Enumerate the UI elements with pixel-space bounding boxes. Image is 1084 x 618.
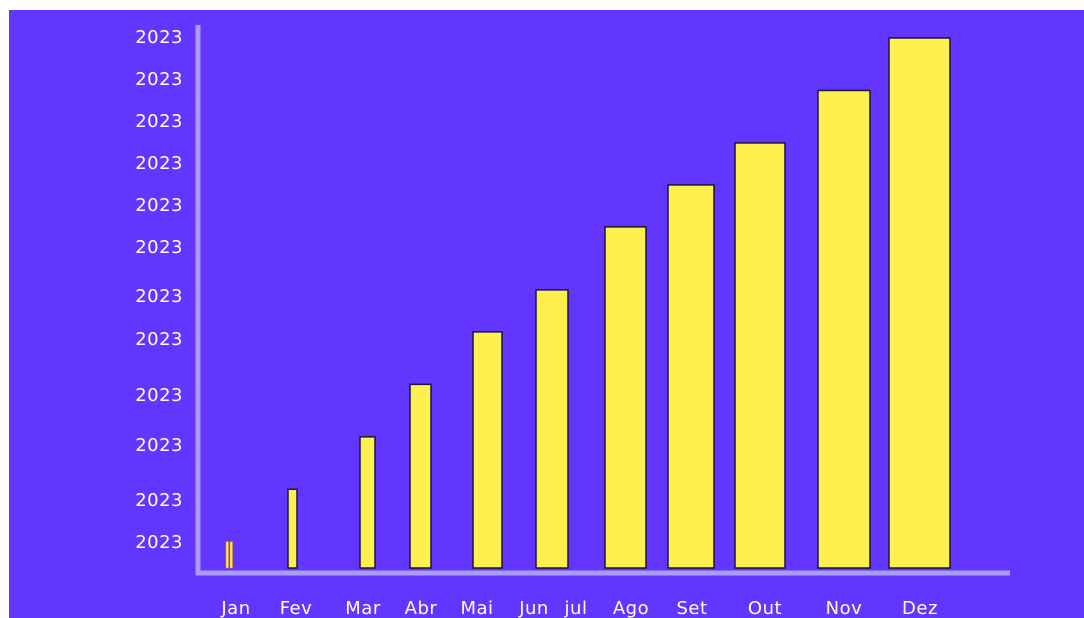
bar-jan-line2 (229, 541, 233, 569)
y-axis-ticks: 2023 2023 2023 2023 2023 2023 2023 2023 2023 2023… (135, 27, 183, 553)
x-label-dez: Dez (902, 598, 938, 618)
x-label-nov: Nov (826, 598, 863, 618)
y-tick-label: 2023 (135, 237, 183, 258)
x-axis-labels: Jan Fev Mar Abr Mai Jun jul Ago Set Out Nov Dez (220, 598, 938, 618)
bar-dez (888, 37, 951, 569)
bars-group (225, 37, 951, 569)
bar-set (667, 184, 715, 569)
bar-jun (535, 289, 569, 569)
bar-ago (604, 226, 647, 569)
x-label-jul: jul (564, 598, 588, 618)
x-label-ago: Ago (613, 598, 649, 618)
y-tick-label: 2023 (135, 329, 183, 350)
bar-out (734, 142, 786, 569)
y-tick-label: 2023 (135, 27, 183, 48)
x-label-out: Out (748, 598, 782, 618)
y-tick-label: 2023 (135, 153, 183, 174)
y-tick-label: 2023 (135, 111, 183, 132)
bar-mar (359, 436, 376, 569)
y-tick-label: 2023 (135, 69, 183, 90)
y-tick-label: 2023 (135, 435, 183, 456)
bar-fev (287, 488, 298, 569)
bar-jan (225, 541, 229, 569)
bar-nov (817, 89, 871, 569)
x-label-mar: Mar (345, 598, 381, 618)
bar-abr (409, 383, 432, 569)
x-label-jun: Jun (518, 598, 549, 618)
y-tick-label: 2023 (135, 490, 183, 511)
y-tick-label: 2023 (135, 385, 183, 406)
x-label-mai: Mai (460, 598, 493, 618)
y-tick-label: 2023 (135, 532, 183, 553)
x-label-abr: Abr (405, 598, 438, 618)
x-label-fev: Fev (280, 598, 313, 618)
x-label-set: Set (676, 598, 707, 618)
y-tick-label: 2023 (135, 195, 183, 216)
x-label-jan: Jan (220, 598, 250, 618)
y-tick-label: 2023 (135, 286, 183, 307)
bar-mai (472, 331, 503, 569)
